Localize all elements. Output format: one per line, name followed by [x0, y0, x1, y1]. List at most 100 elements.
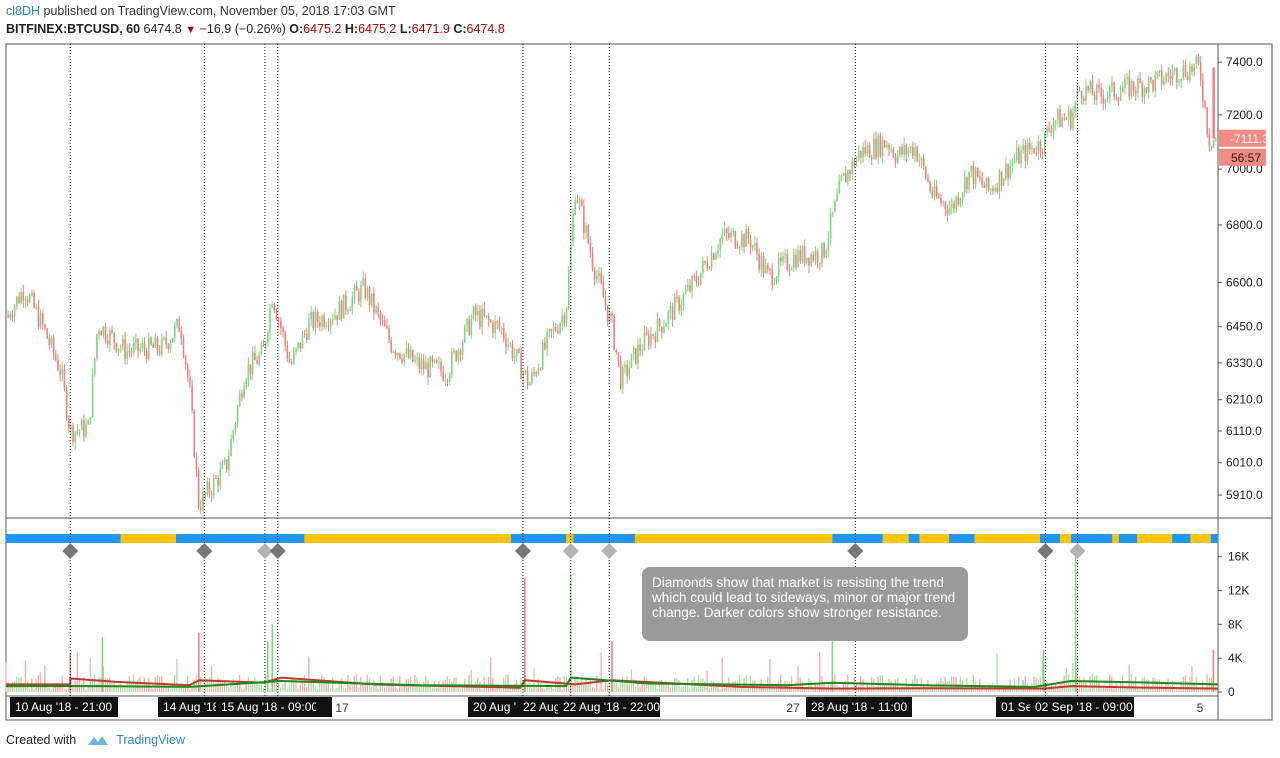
candle-up	[219, 468, 222, 486]
trend-segment-blue	[908, 534, 920, 543]
trend-segment-yellow	[1060, 534, 1072, 543]
candle-up	[414, 359, 416, 362]
tradingview-link[interactable]: TradingView	[116, 733, 185, 747]
candle-up	[751, 245, 754, 248]
volume-bar	[589, 678, 591, 692]
volume-bar	[178, 686, 180, 692]
volume-bar	[944, 676, 946, 692]
candle-down	[306, 333, 308, 340]
volume-bar	[1011, 689, 1013, 692]
candle-up	[176, 319, 178, 326]
volume-bar	[810, 680, 812, 692]
candle-up	[461, 342, 464, 355]
candle-down	[868, 145, 871, 158]
volume-bar	[44, 665, 46, 692]
footer: Created with TradingView	[6, 733, 185, 747]
candle-up	[955, 197, 957, 209]
candle-down	[808, 257, 810, 266]
candle-up	[827, 238, 830, 250]
volume-bar	[557, 676, 559, 692]
annotation-callout[interactable]: Diamonds show that market is resisting t…	[642, 567, 968, 641]
volume-bar	[195, 674, 198, 692]
candle-up	[782, 255, 784, 262]
candle-up	[684, 290, 687, 294]
volume-bar	[273, 678, 275, 692]
volume-bar	[169, 688, 172, 692]
resistance-diamond-icon	[1069, 543, 1086, 559]
volume-bar	[284, 681, 286, 692]
volume-bar	[221, 681, 224, 692]
candle-down	[104, 326, 107, 341]
volume-bar	[63, 688, 66, 692]
candle-down	[708, 268, 711, 270]
candle-down	[184, 356, 187, 365]
symbol-name[interactable]: BITFINEX:BTCUSD, 60	[6, 22, 141, 36]
candle-down	[357, 290, 360, 302]
volume-bar	[942, 681, 944, 692]
volume-bar	[1132, 680, 1135, 692]
volume-spike	[1212, 649, 1215, 692]
resistance-diamond-icon	[1037, 543, 1054, 559]
candle-up	[1037, 141, 1040, 154]
volume-bar	[823, 681, 825, 692]
volume-bar	[494, 688, 496, 692]
volume-bar	[76, 651, 79, 692]
volume-bar	[691, 679, 693, 692]
volume-bar	[587, 683, 589, 692]
trend-segment-blue	[511, 534, 567, 543]
volume-bar	[719, 688, 721, 692]
candle-down	[340, 300, 343, 319]
close-value: 6474.8	[466, 22, 505, 36]
candle-down	[1132, 81, 1135, 92]
volume-bar	[403, 684, 405, 692]
candle-up	[959, 198, 962, 205]
candle-up	[342, 294, 345, 319]
candle-down	[758, 254, 760, 270]
candle-down	[178, 319, 180, 332]
candle-down	[59, 370, 61, 375]
volume-bar	[262, 688, 265, 692]
volume-bar	[418, 683, 420, 692]
candle-up	[513, 355, 516, 359]
volume-bar	[773, 687, 775, 692]
candle-up	[790, 268, 793, 270]
candle-down	[816, 251, 819, 264]
candle-up	[667, 312, 670, 324]
candle-up	[1165, 73, 1167, 81]
candle-up	[963, 177, 966, 193]
time-marker-label: 01 Se	[996, 697, 1033, 717]
volume-bar	[663, 682, 665, 692]
candle-down	[799, 249, 802, 262]
candle-up	[507, 344, 509, 348]
candle-down	[401, 358, 403, 363]
candle-down	[54, 353, 57, 360]
candle-down	[502, 328, 505, 339]
candle-up	[829, 213, 832, 239]
candle-down	[1102, 96, 1105, 104]
candle-up	[609, 313, 611, 322]
volume-bar	[412, 683, 414, 692]
volume-bar	[1167, 678, 1169, 692]
volume-bar	[1087, 688, 1089, 692]
volume-bar	[567, 685, 570, 692]
candle-up	[444, 380, 447, 382]
candle-up	[409, 349, 412, 358]
resistance-diamond-icon	[847, 543, 864, 559]
candle-down	[803, 246, 806, 264]
candle-up	[1130, 81, 1133, 97]
trend-segment-yellow	[1112, 534, 1119, 543]
candle-up	[702, 260, 704, 273]
candle-down	[972, 165, 975, 185]
volume-bar	[429, 686, 431, 692]
volume-bar	[1139, 689, 1141, 692]
volume-bar	[5, 662, 7, 692]
volume-bar	[351, 682, 353, 692]
volume-bar	[803, 687, 806, 692]
volume-bar	[269, 689, 271, 692]
author-link[interactable]: cl8DH	[6, 4, 41, 18]
volume-bar	[656, 688, 659, 692]
resistance-diamond-icon	[514, 543, 531, 559]
candle-up	[585, 225, 587, 234]
volume-bar	[559, 677, 561, 692]
candle-up	[738, 247, 741, 249]
